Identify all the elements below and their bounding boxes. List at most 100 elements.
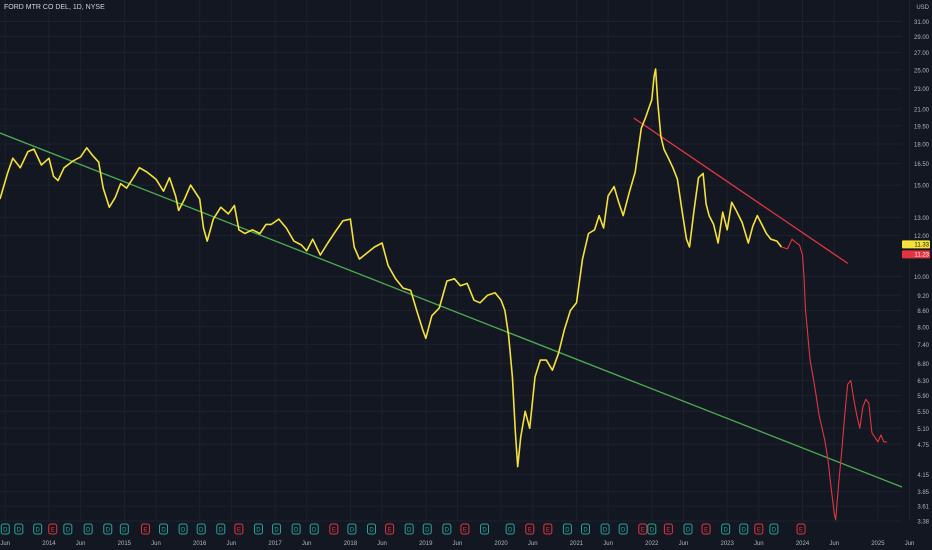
event-marker[interactable] bbox=[739, 523, 749, 535]
price-axis[interactable]: 31.00 29.00 27.00 25.00 23.00 21.00 19.50 18.00… bbox=[902, 5, 930, 526]
event-marker[interactable] bbox=[638, 523, 648, 535]
price-tick-label: 5.50 bbox=[917, 410, 929, 416]
price-tick-label: 5.90 bbox=[917, 394, 929, 400]
price-line bbox=[0, 68, 783, 468]
event-marker-label: D bbox=[256, 528, 261, 534]
event-marker[interactable] bbox=[33, 523, 43, 535]
time-tick-label: 2021 bbox=[570, 541, 584, 547]
event-marker[interactable] bbox=[422, 523, 432, 535]
event-marker-label: D bbox=[274, 528, 279, 534]
event-marker[interactable] bbox=[754, 523, 764, 535]
event-marker[interactable] bbox=[460, 523, 470, 535]
event-marker[interactable] bbox=[385, 523, 395, 535]
price-tick-label: 6.30 bbox=[917, 379, 929, 385]
price-tick-label: 8.60 bbox=[917, 309, 929, 315]
event-marker[interactable] bbox=[234, 523, 244, 535]
last-price-label: 11.33 bbox=[914, 243, 929, 249]
support-trendline[interactable] bbox=[0, 132, 903, 488]
event-marker-label: E bbox=[704, 528, 708, 534]
event-marker[interactable] bbox=[272, 523, 282, 535]
event-marker[interactable] bbox=[600, 523, 610, 535]
price-tick-label: 9.20 bbox=[917, 294, 929, 300]
event-marker[interactable] bbox=[367, 523, 377, 535]
event-marker-label: D bbox=[686, 528, 691, 534]
price-tick-label: 3.85 bbox=[917, 490, 929, 496]
time-tick-label: 2022 bbox=[645, 541, 659, 547]
event-marker[interactable] bbox=[347, 523, 357, 535]
event-marker[interactable] bbox=[48, 523, 58, 535]
event-marker-label: E bbox=[666, 528, 670, 534]
event-marker[interactable] bbox=[14, 523, 24, 535]
event-marker-label: D bbox=[66, 528, 71, 534]
price-tick-label: 29.00 bbox=[914, 35, 930, 41]
event-marker[interactable] bbox=[159, 523, 169, 535]
event-marker[interactable] bbox=[103, 523, 113, 535]
last-price-badge bbox=[902, 240, 930, 249]
event-marker[interactable] bbox=[196, 523, 206, 535]
price-tick-label: 13.00 bbox=[914, 216, 930, 222]
event-marker[interactable] bbox=[329, 523, 339, 535]
event-marker[interactable] bbox=[140, 523, 150, 535]
time-tick-label: 2023 bbox=[720, 541, 734, 547]
event-marker[interactable] bbox=[63, 523, 73, 535]
event-marker-label: D bbox=[106, 528, 111, 534]
event-marker[interactable] bbox=[701, 523, 711, 535]
time-tick-label: 2018 bbox=[344, 541, 358, 547]
event-marker-label: E bbox=[332, 528, 336, 534]
event-marker-label: D bbox=[723, 528, 728, 534]
time-axis[interactable]: Jun 2014 Jun 2015 Jun 2016 Jun 2017 Jun 2018 Jun 20… bbox=[0, 541, 914, 547]
event-marker-label: D bbox=[161, 528, 166, 534]
resistance-trendline[interactable] bbox=[633, 117, 849, 264]
event-marker-label: E bbox=[641, 528, 645, 534]
event-marker[interactable] bbox=[505, 523, 515, 535]
chart-grid bbox=[0, 0, 911, 522]
event-marker[interactable] bbox=[216, 523, 226, 535]
event-marker[interactable] bbox=[618, 523, 628, 535]
event-marker[interactable] bbox=[291, 523, 301, 535]
time-tick-label: Jun bbox=[528, 541, 538, 547]
event-marker-label: D bbox=[181, 528, 186, 534]
event-marker[interactable] bbox=[683, 523, 693, 535]
time-tick-label: Jun bbox=[76, 541, 86, 547]
event-marker[interactable] bbox=[119, 523, 129, 535]
event-marker[interactable] bbox=[0, 523, 10, 535]
event-marker[interactable] bbox=[83, 523, 93, 535]
event-marker[interactable] bbox=[480, 523, 490, 535]
event-marker-label: E bbox=[51, 528, 55, 534]
event-marker-label: D bbox=[772, 528, 777, 534]
time-tick-label: 2025 bbox=[871, 541, 885, 547]
event-marker[interactable] bbox=[442, 523, 452, 535]
event-marker[interactable] bbox=[769, 523, 779, 535]
price-tick-label: 8.00 bbox=[917, 325, 929, 331]
time-tick-label: 2020 bbox=[494, 541, 508, 547]
projected-price-label: 11.23 bbox=[914, 253, 929, 259]
price-tick-label: 5.10 bbox=[917, 427, 929, 433]
event-marker[interactable] bbox=[525, 523, 535, 535]
price-tick-label: 6.80 bbox=[917, 362, 929, 368]
projection-line bbox=[781, 238, 887, 521]
event-marker[interactable] bbox=[253, 523, 263, 535]
event-marker-label: D bbox=[312, 528, 317, 534]
event-marker[interactable] bbox=[404, 523, 414, 535]
event-marker[interactable] bbox=[309, 523, 319, 535]
time-tick-label: 2019 bbox=[419, 541, 433, 547]
event-marker[interactable] bbox=[562, 523, 572, 535]
price-tick-label: 15.00 bbox=[914, 184, 930, 190]
event-marker[interactable] bbox=[543, 523, 553, 535]
event-marker[interactable] bbox=[796, 523, 806, 535]
trendlines[interactable] bbox=[0, 117, 903, 488]
event-marker[interactable] bbox=[178, 523, 188, 535]
event-marker-label: E bbox=[237, 528, 241, 534]
event-marker-label: D bbox=[407, 528, 412, 534]
event-marker[interactable] bbox=[647, 523, 657, 535]
price-tick-label: 27.00 bbox=[914, 51, 930, 57]
event-marker[interactable] bbox=[663, 523, 673, 535]
event-marker[interactable] bbox=[581, 523, 591, 535]
event-marker-label: E bbox=[463, 528, 467, 534]
event-marker[interactable] bbox=[721, 523, 731, 535]
event-marker-label: E bbox=[757, 528, 761, 534]
event-marker-label: D bbox=[122, 528, 127, 534]
